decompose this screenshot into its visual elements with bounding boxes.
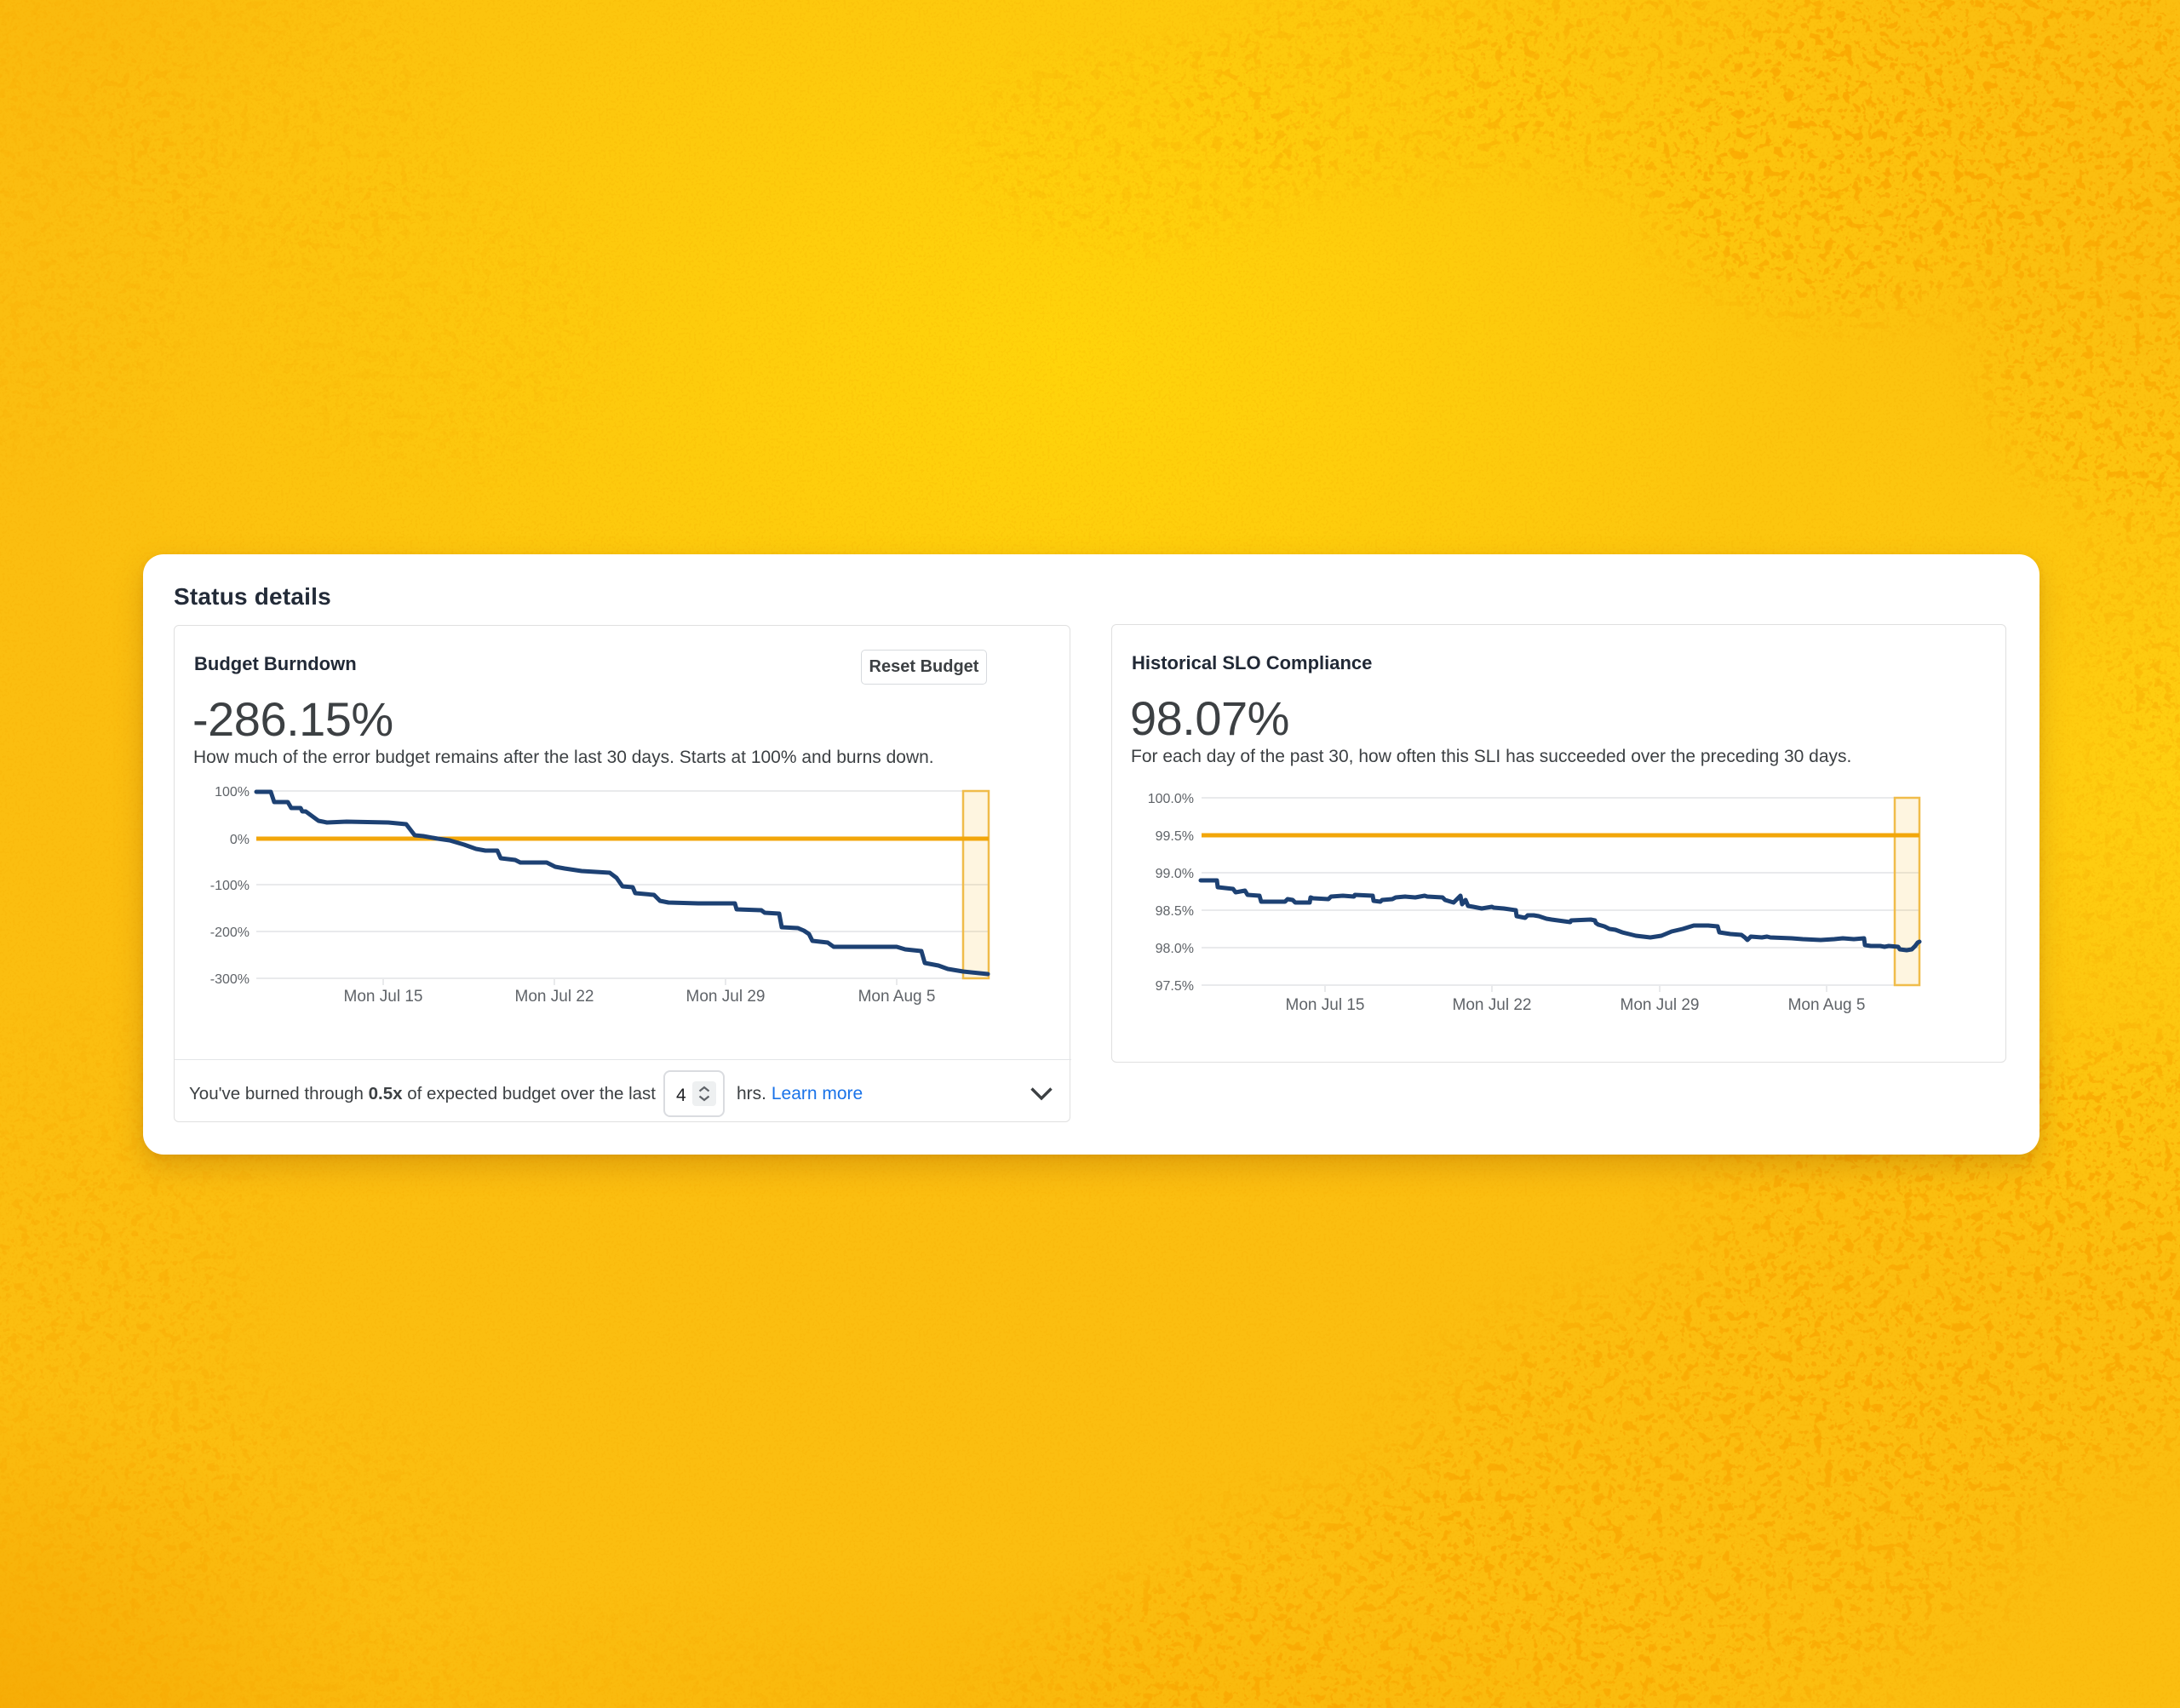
svg-text:Mon Aug 5: Mon Aug 5 — [1788, 996, 1866, 1014]
svg-text:Mon Jul 29: Mon Jul 29 — [1621, 996, 1700, 1014]
svg-text:100.0%: 100.0% — [1148, 792, 1194, 806]
svg-text:Mon Jul 22: Mon Jul 22 — [1453, 996, 1532, 1014]
svg-text:Mon Jul 15: Mon Jul 15 — [1286, 996, 1365, 1014]
svg-text:Mon Jul 15: Mon Jul 15 — [344, 988, 423, 1006]
svg-text:98.0%: 98.0% — [1156, 942, 1194, 956]
svg-text:Mon Aug 5: Mon Aug 5 — [858, 988, 936, 1006]
svg-text:99.0%: 99.0% — [1156, 867, 1194, 881]
svg-text:99.5%: 99.5% — [1156, 829, 1194, 844]
svg-text:-200%: -200% — [210, 926, 250, 940]
svg-text:98.5%: 98.5% — [1156, 904, 1194, 919]
svg-text:0%: 0% — [230, 833, 250, 847]
svg-text:Mon Jul 22: Mon Jul 22 — [515, 988, 594, 1006]
svg-text:100%: 100% — [215, 785, 250, 800]
svg-text:-100%: -100% — [210, 879, 250, 893]
svg-text:Mon Jul 29: Mon Jul 29 — [686, 988, 766, 1006]
svg-text:-300%: -300% — [210, 972, 250, 987]
svg-text:97.5%: 97.5% — [1156, 979, 1194, 994]
